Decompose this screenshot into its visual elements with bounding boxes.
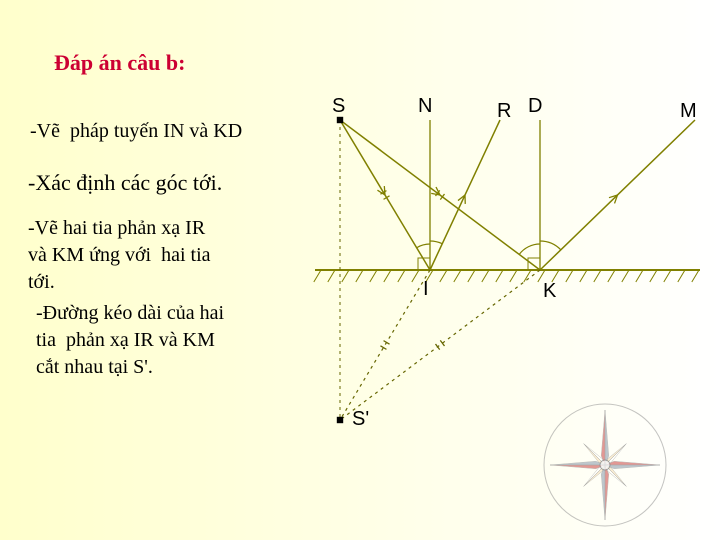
compass-rose xyxy=(525,385,685,540)
point-label: N xyxy=(418,95,432,118)
optics-diagram xyxy=(300,100,710,430)
point-label: R xyxy=(497,100,511,123)
answer-title: Đáp án câu b: xyxy=(54,50,185,76)
point-label: S' xyxy=(352,408,369,431)
step-text: -Vẽ pháp tuyến IN và KD xyxy=(30,118,242,145)
step-text: -Đường kéo dài của hai tia phản xạ IR và… xyxy=(36,300,224,381)
point-label: M xyxy=(680,100,697,123)
point-label: S xyxy=(332,95,345,118)
point-label: D xyxy=(528,95,542,118)
point-label: I xyxy=(423,278,429,301)
step-text: -Vẽ hai tia phản xạ IR và KM ứng với hai… xyxy=(28,215,211,296)
step-text: -Xác định các góc tới. xyxy=(28,168,222,198)
point-label: K xyxy=(543,280,556,303)
